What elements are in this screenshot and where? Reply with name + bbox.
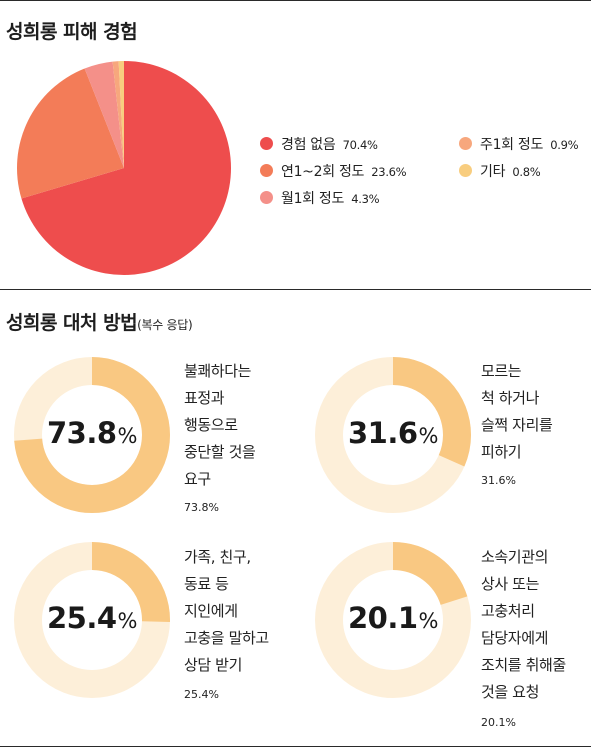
top-rule [0, 0, 591, 1]
donut-center-number-request-stop: 73.8 [46, 416, 117, 450]
donut-label-line: 요구 [184, 470, 211, 488]
donut-value-request-action: 20.1% [481, 716, 516, 729]
donut-label-line: 상담 받기 [184, 656, 242, 674]
legend-swatch-yearly [260, 164, 273, 177]
legend-label-no-experience: 경험 없음 [281, 137, 336, 153]
donut-chart-request-action [315, 542, 471, 698]
donut-value-consult-acquaintance: 25.4% [184, 688, 219, 701]
donut-label-line: 행동으로 [184, 416, 238, 434]
donut-label-line: 동료 등 [184, 575, 229, 593]
donut-label-line: 것을 요청 [481, 683, 539, 701]
pie-slice-no-experience [21, 61, 231, 275]
donut-label-line: 담당자에게 [481, 629, 549, 647]
donut-section-title: 성희롱 대처 방법(복수 응답) [6, 308, 193, 335]
legend-value-weekly: 0.9% [550, 138, 579, 152]
legend-label-weekly: 주1회 정도 [480, 137, 544, 153]
legend-value-monthly: 4.3% [351, 192, 380, 206]
donut-center-unit-request-stop: % [117, 424, 138, 448]
donut-label-line: 지인에게 [184, 602, 238, 620]
legend-swatch-no-experience [260, 137, 273, 150]
donut-center-number-request-action: 20.1 [347, 601, 418, 635]
donut-center-number-avoid: 31.6 [347, 416, 418, 450]
pie-chart [17, 61, 231, 275]
legend-value-other: 0.8% [512, 165, 541, 179]
pie-slice-weekly [112, 61, 124, 168]
donut-label-line: 모르는 [481, 362, 522, 380]
legend-label-other: 기타 [480, 164, 506, 180]
legend-label-monthly: 월1회 정도 [281, 191, 345, 207]
donut-chart-consult-acquaintance [14, 542, 170, 698]
legend-value-yearly: 23.6% [371, 165, 407, 179]
donut-label-line: 고충처리 [481, 602, 535, 620]
legend-swatch-weekly [459, 137, 472, 150]
donut-label-line: 소속기관의 [481, 548, 549, 566]
middle-rule [0, 289, 591, 290]
donut-label-line: 척 하거나 [481, 389, 539, 407]
donut-chart-request-stop [14, 357, 170, 513]
donut-arc-avoid [315, 357, 471, 513]
donut-label-line: 고충을 말하고 [184, 629, 269, 647]
donut-center-number-consult-acquaintance: 25.4 [46, 601, 117, 635]
donut-center-value-avoid: 31.6% [313, 416, 473, 450]
multiple-response-note: (복수 응답) [137, 318, 193, 332]
donut-center-value-consult-acquaintance: 25.4% [12, 601, 172, 635]
legend-item-monthly: 월1회 정도 4.3% [260, 188, 380, 208]
pie-section-title: 성희롱 피해 경험 [6, 21, 138, 43]
donut-label-line: 피하기 [481, 443, 522, 461]
donut-center-value-request-stop: 73.8% [12, 416, 172, 450]
donut-section-title-text: 성희롱 대처 방법 [6, 312, 138, 334]
donut-label-line: 중단할 것을 [184, 443, 256, 461]
donut-arc-request-stop [14, 357, 170, 513]
legend-item-no-experience: 경험 없음 70.4% [260, 134, 378, 154]
donut-chart-avoid [315, 357, 471, 513]
donut-value-request-stop: 73.8% [184, 501, 219, 514]
legend-item-other: 기타 0.8% [459, 161, 541, 181]
pie-slice-other [118, 61, 124, 168]
donut-center-unit-consult-acquaintance: % [117, 609, 138, 633]
donut-value-avoid: 31.6% [481, 474, 516, 487]
donut-label-line: 표정과 [184, 389, 225, 407]
legend-swatch-monthly [260, 191, 273, 204]
legend-label-yearly: 연1~2회 정도 [281, 164, 365, 180]
pie-slice-yearly [17, 68, 125, 199]
donut-label-line: 상사 또는 [481, 575, 539, 593]
donut-center-unit-request-action: % [418, 609, 439, 633]
donut-center-value-request-action: 20.1% [313, 601, 473, 635]
donut-label-line: 불쾌하다는 [184, 362, 252, 380]
donut-label-line: 가족, 친구, [184, 548, 251, 566]
donut-center-unit-avoid: % [418, 424, 439, 448]
donut-label-line: 조치를 취해줄 [481, 656, 566, 674]
bottom-rule [0, 746, 591, 747]
donut-arc-request-action [315, 542, 471, 698]
legend-swatch-other [459, 164, 472, 177]
donut-arc-consult-acquaintance [14, 542, 170, 698]
pie-slice-monthly [84, 61, 124, 168]
legend-item-yearly: 연1~2회 정도 23.6% [260, 161, 407, 181]
legend-value-no-experience: 70.4% [342, 138, 378, 152]
donut-label-line: 슬쩍 자리를 [481, 416, 553, 434]
legend-item-weekly: 주1회 정도 0.9% [459, 134, 579, 154]
